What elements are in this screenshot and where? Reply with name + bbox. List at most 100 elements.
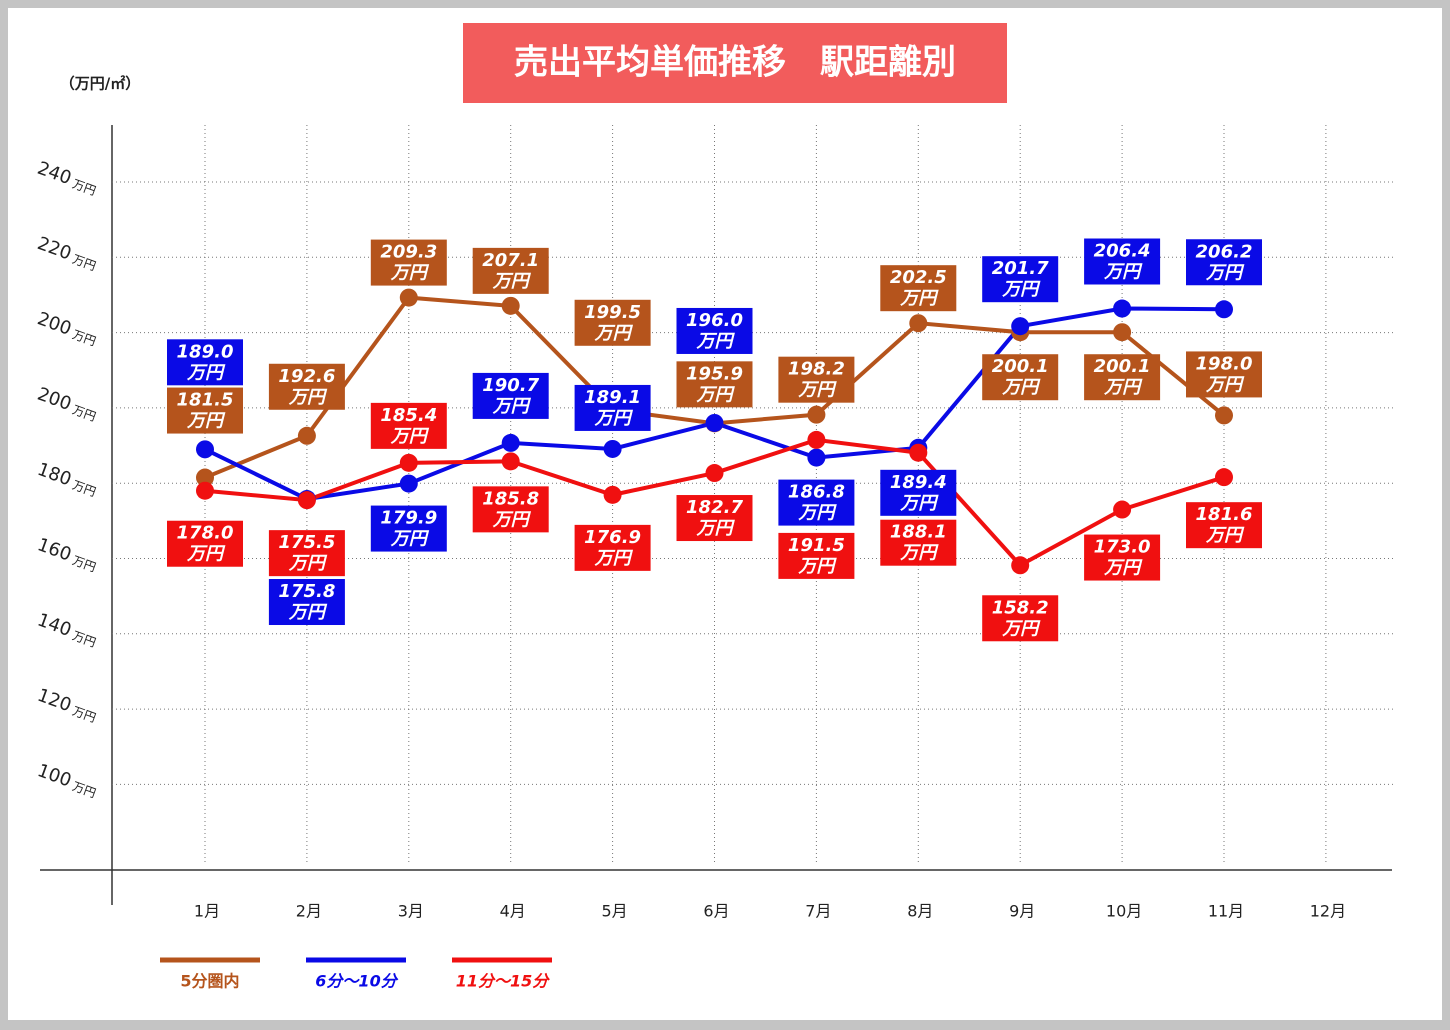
label-box [778,356,855,403]
data-label: 198.2 [788,359,845,380]
data-label: 192.6 [278,366,335,387]
x-tick-label: 3月 [398,902,424,921]
data-label-unit: 万円 [186,411,226,432]
point [807,405,826,424]
data-label-unit: 万円 [390,529,430,550]
data-label: 173.0 [1094,537,1151,558]
label-box [167,387,243,434]
label-box [982,256,1059,303]
label-box [472,486,549,533]
label-box [268,363,345,410]
data-label-unit: 万円 [390,263,430,284]
data-label-unit: 万円 [1001,377,1041,398]
data-label-unit: 万円 [1001,618,1041,639]
data-label: 185.8 [482,488,539,509]
x-tick-label: 6月 [703,902,729,921]
point [705,464,724,483]
label-box [167,520,243,567]
data-label-unit: 万円 [696,384,736,405]
data-label: 200.1 [992,356,1049,377]
data-label: 209.3 [380,242,437,263]
point [1011,556,1030,575]
data-label-unit: 万円 [696,518,736,539]
data-label-unit: 万円 [1103,377,1143,398]
label-box [167,339,243,386]
data-label: 175.8 [278,581,335,602]
data-label: 178.0 [177,523,234,544]
point [603,439,622,458]
label-box [370,402,447,449]
data-label-unit: 万円 [1103,262,1143,283]
point [603,485,622,504]
data-label-unit: 万円 [492,396,532,417]
chart-title: 売出平均単価推移 駅距離別 [514,43,956,83]
data-label-unit: 万円 [1103,558,1143,579]
data-label: 195.9 [686,363,743,384]
label-box [574,524,651,571]
data-label-unit: 万円 [1001,279,1041,300]
point [1215,468,1233,487]
x-tick-label: 7月 [805,902,831,921]
data-label-unit: 万円 [492,271,532,292]
point [196,468,214,487]
label-box [1186,351,1262,398]
x-tick-label: 12月 [1310,902,1346,921]
label-box [472,247,549,294]
data-label-unit: 万円 [797,380,837,401]
point [196,481,214,500]
data-label-unit: 万円 [288,553,328,574]
point [399,474,418,493]
legend-label: 11分～15分 [456,972,551,991]
label-box [268,530,345,577]
data-label: 198.0 [1196,353,1253,374]
data-label: 175.5 [278,532,335,553]
point [501,433,520,452]
data-label-unit: 万円 [797,556,837,577]
label-box [1084,534,1161,581]
data-label-unit: 万円 [899,288,939,309]
data-label: 190.7 [482,375,539,396]
data-label: 188.1 [890,522,947,543]
point [807,430,826,449]
x-tick-label: 2月 [296,902,322,921]
data-label: 185.4 [380,405,437,426]
data-label-unit: 万円 [1205,525,1245,546]
data-label-unit: 万円 [186,544,226,565]
point [297,426,316,445]
label-box [982,595,1059,642]
label-box [880,265,957,312]
x-tick-label: 10月 [1106,902,1142,921]
point [909,314,928,333]
label-box [676,307,753,354]
data-label: 181.6 [1196,504,1253,525]
label-box [982,354,1059,401]
point [1113,500,1132,519]
title-box [463,23,1007,103]
point [807,448,826,467]
label-box [472,372,549,419]
label-box [880,519,957,566]
label-box [1186,502,1262,549]
label-box [1186,239,1262,286]
data-label: 181.5 [177,390,234,411]
label-box [574,299,651,346]
data-label: 196.0 [686,310,743,331]
label-box [676,495,753,542]
data-label: 202.5 [890,267,947,288]
x-tick-label: 1月 [194,902,220,921]
data-label: 206.2 [1196,241,1253,262]
x-tick-label: 4月 [500,902,526,921]
label-box [268,579,345,626]
label-box [676,361,753,408]
data-label: 191.5 [788,535,845,556]
point [399,453,418,472]
data-label-unit: 万円 [288,602,328,623]
data-label: 158.2 [992,597,1049,618]
data-label: 189.4 [890,472,947,493]
data-label-unit: 万円 [899,493,939,514]
x-tick-label: 11月 [1208,902,1244,921]
label-box [778,532,855,579]
data-label-unit: 万円 [899,543,939,564]
